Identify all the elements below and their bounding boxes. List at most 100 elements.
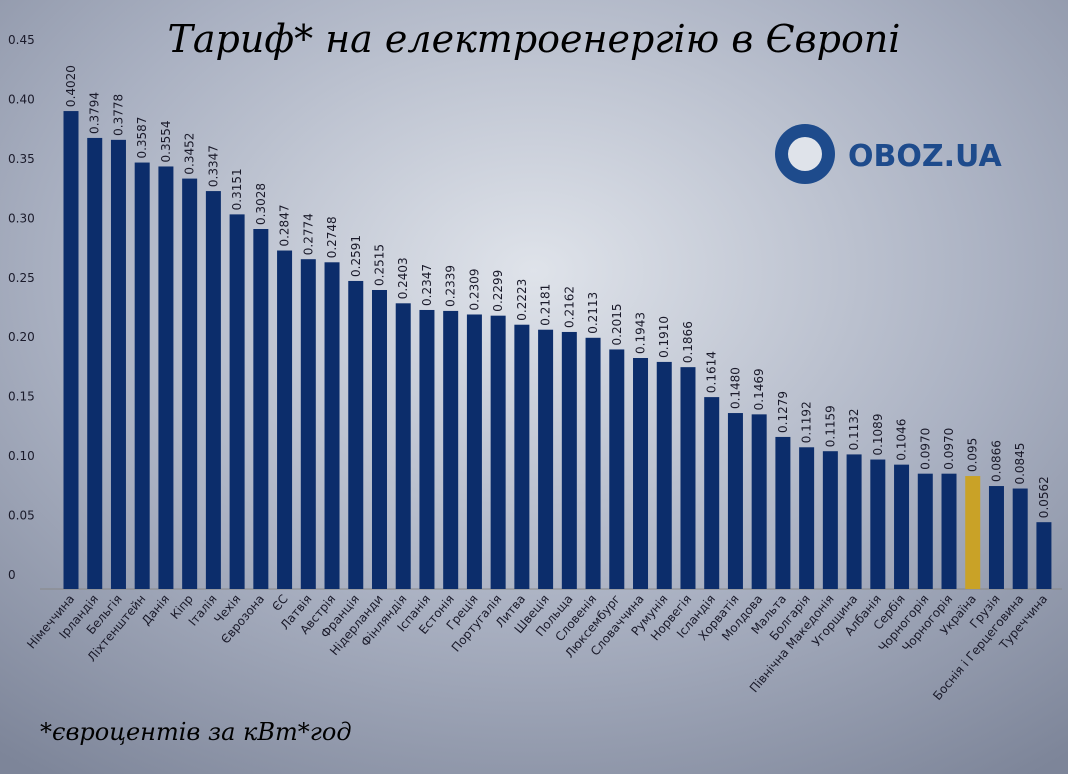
value-label: 0.2774 bbox=[301, 213, 315, 255]
bar bbox=[585, 337, 601, 589]
bar bbox=[229, 214, 245, 589]
y-tick-label: 0.45 bbox=[8, 33, 35, 47]
bar bbox=[253, 229, 269, 589]
bar bbox=[1012, 488, 1028, 589]
value-label: 0.3794 bbox=[88, 92, 102, 134]
value-label: 0.2515 bbox=[372, 244, 386, 286]
value-label: 0.4020 bbox=[64, 65, 78, 107]
bar bbox=[277, 250, 293, 590]
value-label: 0.2181 bbox=[539, 284, 553, 326]
bar bbox=[466, 314, 482, 589]
value-label: 0.2403 bbox=[396, 257, 410, 299]
value-label: 0.3347 bbox=[206, 145, 220, 187]
value-label: 0.2748 bbox=[325, 216, 339, 258]
bar bbox=[300, 259, 316, 589]
bar bbox=[110, 139, 126, 590]
bar bbox=[443, 310, 459, 589]
value-label: 0.1943 bbox=[634, 312, 648, 354]
value-label: 0.0866 bbox=[989, 440, 1003, 482]
value-label: 0.2591 bbox=[349, 235, 363, 277]
y-tick-label: 0.40 bbox=[8, 92, 35, 106]
value-label: 0.095 bbox=[966, 438, 980, 472]
value-label: 0.2339 bbox=[444, 265, 458, 307]
value-label: 0.0562 bbox=[1037, 476, 1051, 518]
bar bbox=[395, 303, 411, 589]
value-label: 0.1192 bbox=[800, 401, 814, 443]
bar bbox=[870, 459, 886, 589]
value-label: 0.3452 bbox=[183, 133, 197, 175]
bar bbox=[656, 361, 672, 589]
value-label: 0.3028 bbox=[254, 183, 268, 225]
bar bbox=[751, 414, 767, 589]
bar bbox=[490, 315, 506, 589]
value-label: 0.3554 bbox=[159, 120, 173, 162]
bar bbox=[348, 280, 364, 589]
logo: OBOZ.UA bbox=[848, 139, 1002, 174]
value-label: 0.2113 bbox=[586, 292, 600, 334]
value-label: 0.2347 bbox=[420, 264, 434, 306]
value-label: 0.1866 bbox=[681, 321, 695, 363]
bar bbox=[799, 447, 815, 589]
footnote: *євроцентів за кВт*год bbox=[40, 718, 352, 746]
bar bbox=[609, 349, 625, 589]
bar bbox=[134, 162, 150, 589]
value-label: 0.1046 bbox=[895, 419, 909, 461]
y-tick-label: 0.20 bbox=[8, 330, 35, 344]
bar bbox=[371, 289, 387, 589]
value-label: 0.1089 bbox=[871, 414, 885, 456]
bar bbox=[538, 329, 554, 589]
value-label: 0.3778 bbox=[111, 94, 125, 136]
bar bbox=[514, 324, 530, 589]
value-label: 0.1279 bbox=[776, 391, 790, 433]
bar bbox=[727, 413, 743, 589]
y-tick-label: 0.30 bbox=[8, 211, 35, 225]
value-label: 0.2162 bbox=[562, 286, 576, 328]
bar bbox=[775, 436, 791, 589]
bar bbox=[87, 137, 103, 590]
bar bbox=[941, 473, 957, 589]
bar bbox=[205, 191, 221, 589]
y-tick-label: 0.25 bbox=[8, 271, 35, 285]
bar bbox=[988, 486, 1004, 589]
value-label: 0.1614 bbox=[705, 351, 719, 393]
bar bbox=[822, 451, 838, 589]
y-tick-label: 0.05 bbox=[8, 509, 35, 523]
value-label: 0.2015 bbox=[610, 303, 624, 345]
value-label: 0.0845 bbox=[1013, 443, 1027, 485]
bar bbox=[704, 397, 720, 589]
value-label: 0.2223 bbox=[515, 279, 529, 321]
value-label: 0.0970 bbox=[918, 428, 932, 470]
value-label: 0.2309 bbox=[467, 268, 481, 310]
value-label: 0.3587 bbox=[135, 117, 149, 159]
y-tick-label: 0.10 bbox=[8, 449, 35, 463]
value-label: 0.1480 bbox=[728, 367, 742, 409]
chart-title: Тариф* на електроенергію в Європі bbox=[168, 17, 901, 61]
bar bbox=[917, 473, 933, 589]
value-label: 0.1132 bbox=[847, 408, 861, 450]
value-label: 0.2847 bbox=[278, 205, 292, 247]
bar bbox=[158, 166, 174, 590]
bar bbox=[680, 367, 696, 589]
value-label: 0.1159 bbox=[823, 405, 837, 447]
value-label: 0.0970 bbox=[942, 428, 956, 470]
bar bbox=[1036, 522, 1052, 589]
bar bbox=[182, 178, 198, 589]
bar bbox=[965, 476, 981, 589]
value-label: 0.1469 bbox=[752, 368, 766, 410]
bar bbox=[894, 464, 910, 589]
bar bbox=[846, 454, 862, 589]
value-label: 0.1910 bbox=[657, 316, 671, 358]
logo-globe bbox=[788, 137, 822, 171]
bar bbox=[419, 309, 435, 589]
value-label: 0.2299 bbox=[491, 270, 505, 312]
bar bbox=[324, 262, 340, 589]
y-tick-label: 0.35 bbox=[8, 152, 35, 166]
y-tick-label: 0.15 bbox=[8, 390, 35, 404]
y-tick-label: 0 bbox=[8, 568, 16, 582]
value-label: 0.3151 bbox=[230, 168, 244, 210]
bar bbox=[633, 357, 649, 589]
bar bbox=[561, 331, 577, 589]
bar bbox=[63, 111, 79, 590]
